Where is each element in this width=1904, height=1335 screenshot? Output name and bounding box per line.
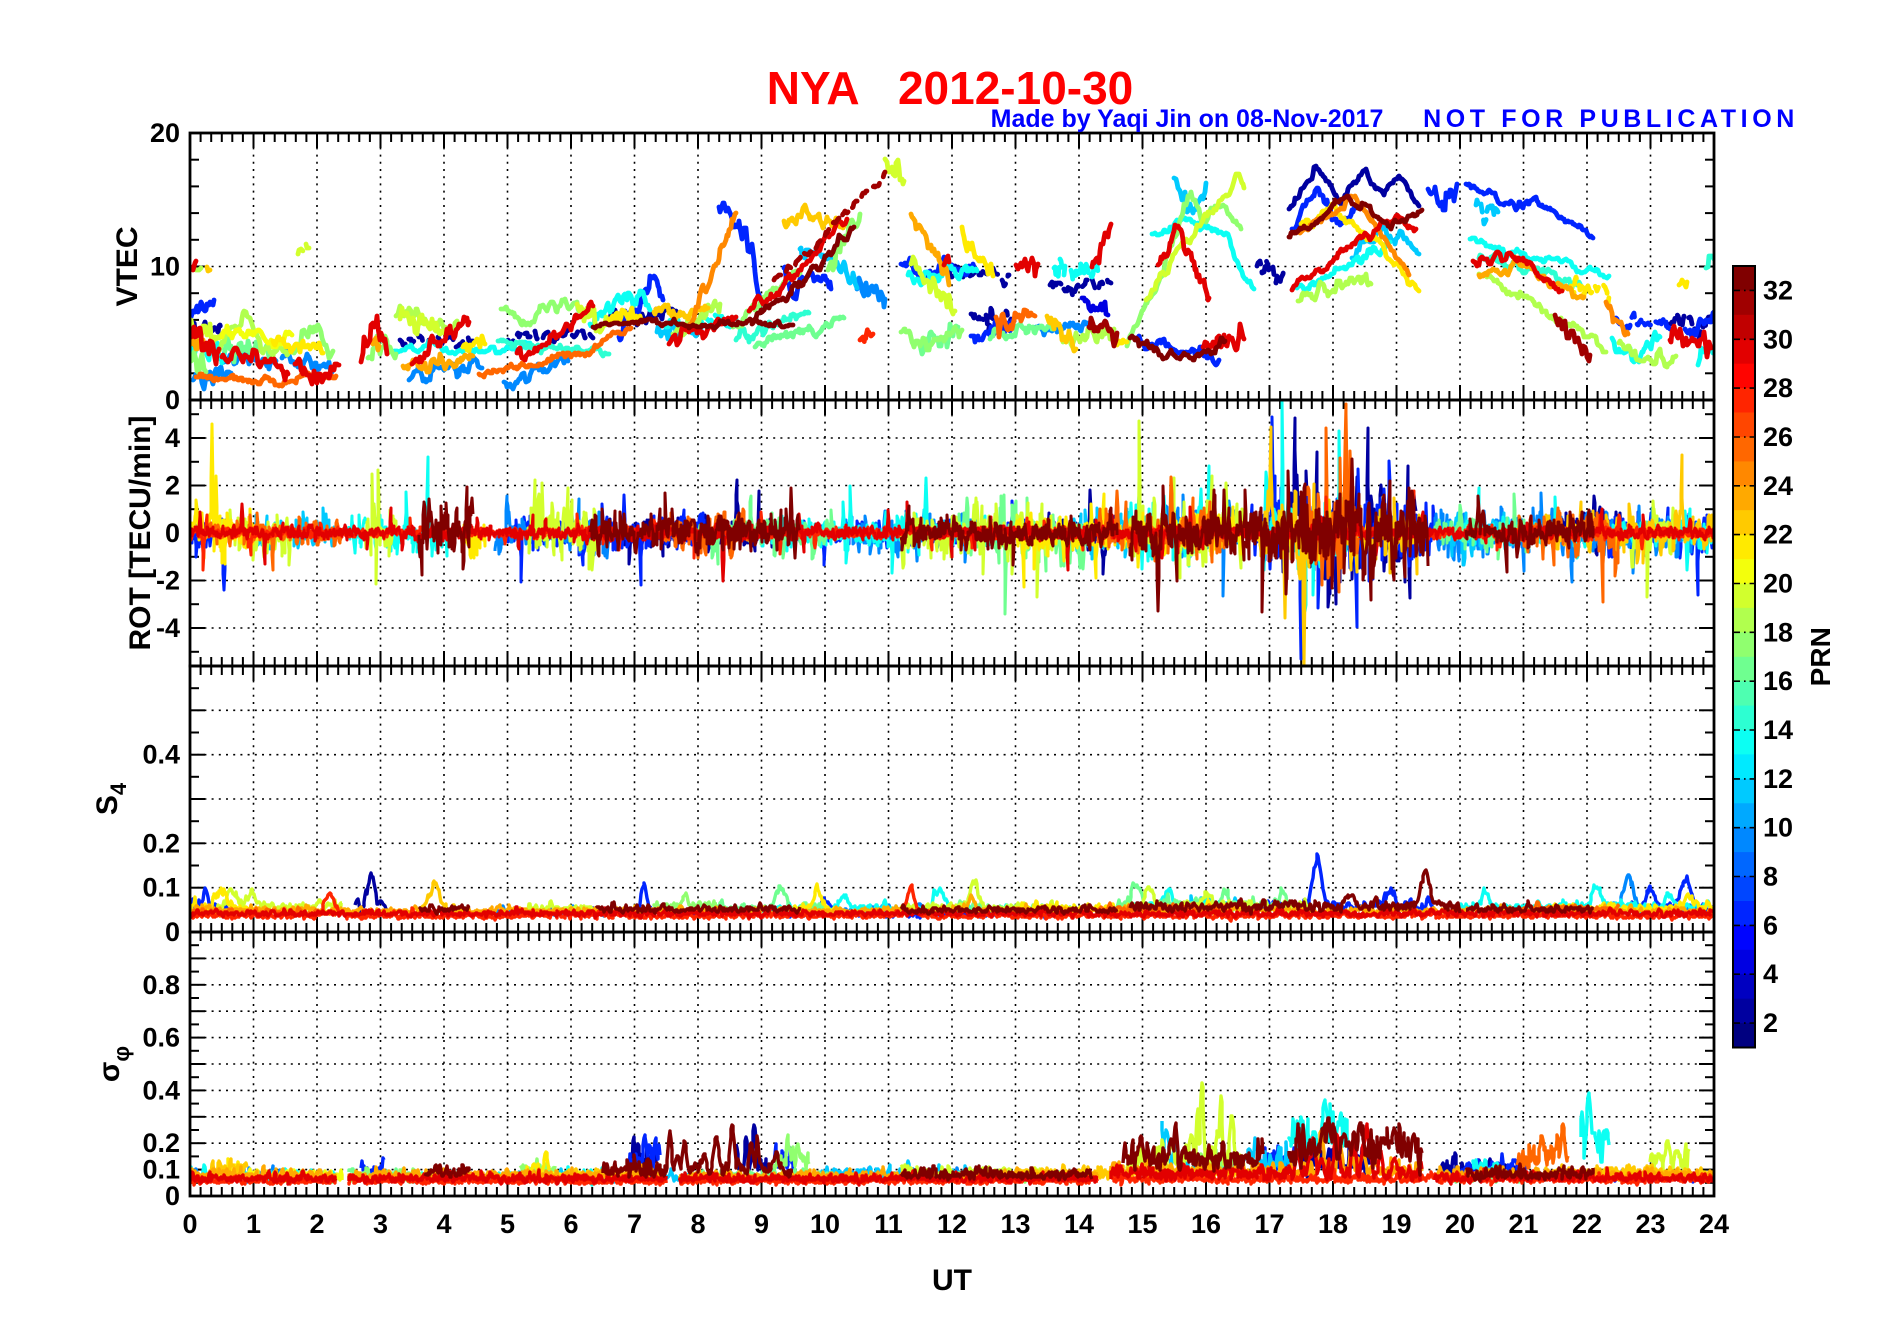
svg-text:Made by Yaqi Jin on 08-Nov-201: Made by Yaqi Jin on 08-Nov-2017 [991, 105, 1384, 133]
svg-text:20: 20 [1763, 568, 1793, 598]
svg-text:18: 18 [1318, 1209, 1348, 1239]
svg-text:-2: -2 [156, 566, 180, 596]
svg-text:22: 22 [1763, 520, 1793, 550]
svg-text:26: 26 [1763, 422, 1793, 452]
svg-text:ROT [TECU/min]: ROT [TECU/min] [124, 416, 157, 651]
svg-text:16: 16 [1763, 666, 1793, 696]
svg-text:14: 14 [1763, 715, 1793, 745]
svg-text:10: 10 [150, 252, 180, 282]
svg-text:8: 8 [690, 1209, 705, 1239]
svg-text:21: 21 [1508, 1209, 1538, 1239]
svg-text:2: 2 [309, 1209, 324, 1239]
svg-text:4: 4 [436, 1209, 451, 1239]
svg-text:4: 4 [1763, 959, 1778, 989]
svg-text:16: 16 [1191, 1209, 1221, 1239]
svg-text:23: 23 [1635, 1209, 1665, 1239]
svg-text:4: 4 [165, 423, 180, 453]
svg-text:0: 0 [165, 1181, 180, 1211]
svg-text:5: 5 [500, 1209, 515, 1239]
svg-text:2: 2 [165, 471, 180, 501]
svg-text:7: 7 [627, 1209, 642, 1239]
svg-text:0: 0 [165, 917, 180, 947]
svg-text:3: 3 [373, 1209, 388, 1239]
svg-text:UT: UT [932, 1264, 972, 1297]
svg-text:0.4: 0.4 [142, 1075, 180, 1105]
svg-text:PRN: PRN [1805, 627, 1836, 686]
svg-text:22: 22 [1572, 1209, 1602, 1239]
svg-text:6: 6 [563, 1209, 578, 1239]
svg-text:12: 12 [937, 1209, 967, 1239]
svg-text:NOT FOR PUBLICATION: NOT FOR PUBLICATION [1423, 105, 1799, 133]
svg-text:10: 10 [810, 1209, 840, 1239]
svg-text:0.4: 0.4 [142, 740, 180, 770]
svg-text:0.8: 0.8 [142, 970, 180, 1000]
svg-text:18: 18 [1763, 617, 1793, 647]
svg-text:0.2: 0.2 [142, 828, 180, 858]
svg-text:24: 24 [1763, 471, 1793, 501]
svg-text:11: 11 [874, 1209, 903, 1239]
svg-text:0: 0 [182, 1209, 197, 1239]
svg-text:15: 15 [1127, 1209, 1157, 1239]
svg-text:6: 6 [1763, 910, 1778, 940]
svg-text:0.2: 0.2 [142, 1128, 180, 1158]
svg-text:10: 10 [1763, 813, 1793, 843]
svg-text:17: 17 [1254, 1209, 1284, 1239]
svg-text:14: 14 [1064, 1209, 1094, 1239]
svg-text:30: 30 [1763, 324, 1793, 354]
svg-text:28: 28 [1763, 373, 1793, 403]
svg-text:0.1: 0.1 [142, 873, 180, 903]
svg-text:32: 32 [1763, 275, 1793, 305]
svg-text:20: 20 [1445, 1209, 1475, 1239]
svg-text:VTEC: VTEC [111, 226, 144, 306]
svg-text:-4: -4 [156, 613, 180, 643]
svg-text:8: 8 [1763, 862, 1778, 892]
svg-text:20: 20 [150, 118, 180, 148]
svg-text:0: 0 [165, 518, 180, 548]
svg-text:NYA 2012-10-30: NYA 2012-10-30 [767, 62, 1134, 114]
svg-text:1: 1 [246, 1209, 261, 1239]
svg-text:19: 19 [1381, 1209, 1411, 1239]
svg-text:2: 2 [1763, 1008, 1778, 1038]
svg-text:0: 0 [165, 385, 180, 415]
svg-text:13: 13 [1000, 1209, 1030, 1239]
svg-text:9: 9 [754, 1209, 769, 1239]
svg-text:0.6: 0.6 [142, 1023, 180, 1053]
svg-text:0.1: 0.1 [142, 1155, 180, 1185]
svg-text:12: 12 [1763, 764, 1793, 794]
svg-text:24: 24 [1699, 1209, 1729, 1239]
